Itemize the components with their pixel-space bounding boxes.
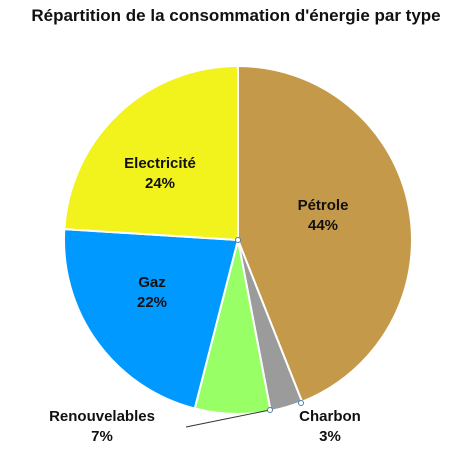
slice-percent-label: 24% [145, 175, 175, 192]
slice-percent-label: 3% [319, 428, 341, 445]
slice-category-label: Electricité [124, 155, 196, 172]
slice-label-renouvelables: Renouvelables 7% [49, 408, 155, 445]
slice-category-label: Renouvelables [49, 408, 155, 425]
slice-category-label: Pétrole [298, 197, 349, 214]
pie-slice-electricite [63, 64, 239, 242]
slice-percent-label: 44% [308, 217, 338, 234]
slice-label-electricite: Electricité 24% [124, 155, 196, 192]
pie-slice-gaz [62, 228, 240, 410]
leader-anchor-dot [267, 407, 273, 413]
slice-category-label: Charbon [299, 408, 361, 425]
pie-slice-petrole [237, 64, 413, 404]
slice-percent-label: 7% [91, 428, 113, 445]
slice-label-petrole: Pétrole 44% [298, 197, 349, 234]
slice-label-gaz: Gaz 22% [137, 274, 167, 311]
slice-category-label: Gaz [138, 274, 166, 291]
slice-label-charbon: Charbon 3% [299, 408, 361, 445]
chart-title: Répartition de la consommation d'énergie… [31, 6, 441, 25]
leader-line [185, 409, 271, 428]
leader-anchor-dot [298, 400, 304, 406]
slice-percent-label: 22% [137, 294, 167, 311]
pie-center-dot [235, 237, 241, 243]
